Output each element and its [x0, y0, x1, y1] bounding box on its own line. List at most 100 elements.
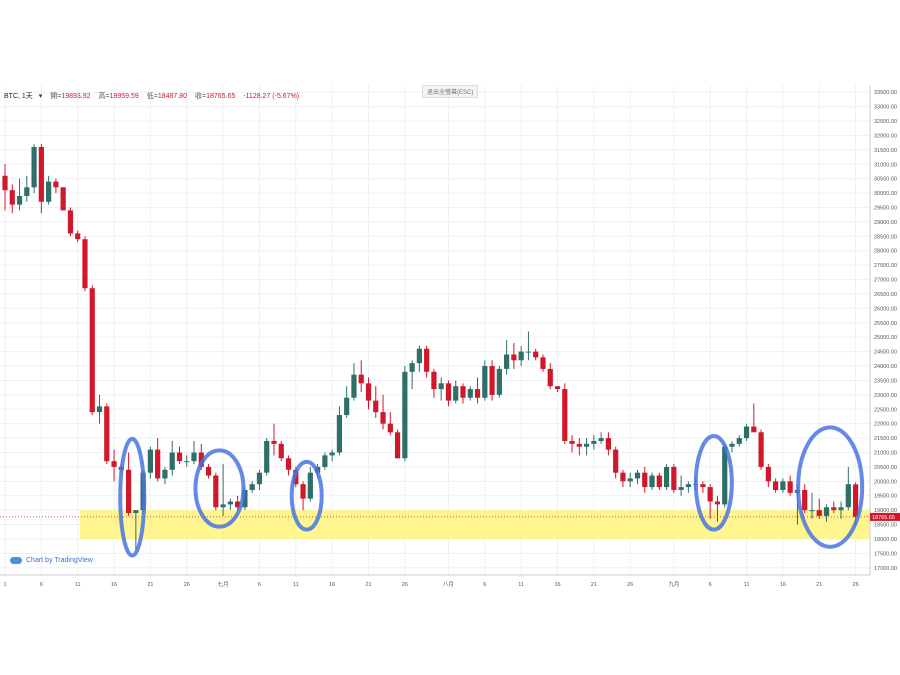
candle-body [285, 458, 292, 470]
candle [489, 360, 495, 401]
candle-body [722, 446, 728, 505]
candle [24, 175, 30, 202]
candle [511, 342, 517, 369]
y-tick-label: 31000.00 [874, 162, 897, 168]
candle-body [336, 415, 343, 453]
highlight-ring [796, 425, 865, 549]
candle [155, 438, 161, 482]
candle [802, 484, 808, 514]
candle-body [518, 351, 524, 361]
x-tick-label: 21 [816, 582, 822, 588]
x-tick-label: 26 [402, 582, 408, 588]
candle-body [162, 469, 168, 479]
candle-body [678, 487, 684, 490]
candle-body [416, 348, 422, 364]
x-tick-label: 七月 [218, 580, 229, 588]
candle-body [787, 481, 793, 493]
y-tick-label: 28000.00 [874, 249, 897, 255]
candle-body [758, 432, 764, 467]
candle [104, 403, 110, 465]
candle [525, 331, 532, 361]
candle [169, 440, 175, 476]
candle-body [213, 475, 219, 508]
candlestick-chart: 17000.00 17500.00 18000.00 18500.00 19000.00… [0, 85, 900, 588]
candle-body [591, 440, 597, 444]
support-zone [80, 510, 870, 539]
y-tick-label: 31500.00 [874, 148, 897, 154]
price-tag [870, 512, 900, 521]
candle [656, 472, 662, 490]
candle [453, 380, 459, 404]
exit-fullscreen-button[interactable]: 退出全螢幕(ESC) [422, 85, 479, 98]
candle-body [729, 443, 735, 447]
y-tick-label: 23500.00 [874, 378, 897, 384]
candle-body [264, 440, 270, 473]
candle-body [642, 472, 648, 488]
candle [271, 423, 277, 456]
candle-body [736, 438, 742, 444]
candle [438, 377, 444, 401]
candle-body [235, 501, 241, 508]
close-label: 收= [194, 93, 207, 100]
candle-body [31, 146, 37, 188]
candle [751, 403, 757, 433]
candle [162, 466, 168, 485]
x-tick-label: 6 [40, 582, 43, 588]
candle-body [75, 233, 81, 240]
candle [809, 492, 815, 519]
candle-body [649, 475, 655, 488]
candle-body [802, 489, 808, 511]
candle-body [147, 449, 153, 473]
candle-body [809, 510, 815, 512]
candle-body [67, 210, 74, 234]
y-tick-label: 24500.00 [874, 350, 897, 356]
candle [591, 435, 597, 450]
candle [358, 360, 364, 392]
x-tick-label: 11 [75, 582, 81, 588]
candle [387, 412, 393, 436]
candle [533, 348, 539, 361]
x-tick-label: 6 [483, 582, 486, 588]
x-tick-label: 26 [627, 582, 633, 588]
candle [380, 394, 386, 430]
candle-body [351, 374, 357, 398]
candle-body [205, 466, 212, 476]
candle-body [329, 452, 335, 456]
candle-body [453, 386, 459, 401]
y-tick-label: 20500.00 [874, 465, 897, 471]
open-value: 19893.92 [61, 93, 91, 100]
y-tick-label: 21000.00 [874, 451, 897, 457]
y-axis: 17000.00 17500.00 18000.00 18500.00 19000.00… [869, 85, 897, 575]
candle [780, 478, 786, 493]
candle-body [278, 443, 284, 459]
symbol-label[interactable]: BTC, 1天 [4, 93, 33, 100]
candle [605, 432, 612, 456]
candle-body [96, 406, 103, 413]
tradingview-branding[interactable]: Chart by TradingView [10, 557, 93, 564]
candle-body [525, 351, 532, 353]
candle [373, 386, 379, 418]
candle-body [358, 374, 364, 384]
candle [634, 469, 641, 485]
candle-body [700, 484, 706, 488]
candle-body [569, 440, 575, 444]
candle [31, 144, 37, 194]
x-tick-label: 21 [147, 582, 153, 588]
y-tick-label: 26500.00 [874, 292, 897, 298]
x-tick-label: 16 [554, 582, 560, 588]
candle-body [482, 366, 488, 398]
candle-body [547, 368, 553, 387]
candle [38, 144, 44, 214]
candle [75, 230, 81, 243]
candle [663, 464, 670, 490]
candle [205, 464, 212, 479]
candle [89, 285, 95, 416]
symbol-dropdown-icon[interactable]: ▾ [38, 93, 43, 100]
candles [2, 144, 859, 551]
candle [823, 504, 830, 522]
candle-body [424, 348, 430, 372]
x-tick-label: 26 [853, 582, 859, 588]
candle-body [460, 386, 466, 398]
candle [133, 510, 139, 551]
candle [402, 366, 408, 462]
